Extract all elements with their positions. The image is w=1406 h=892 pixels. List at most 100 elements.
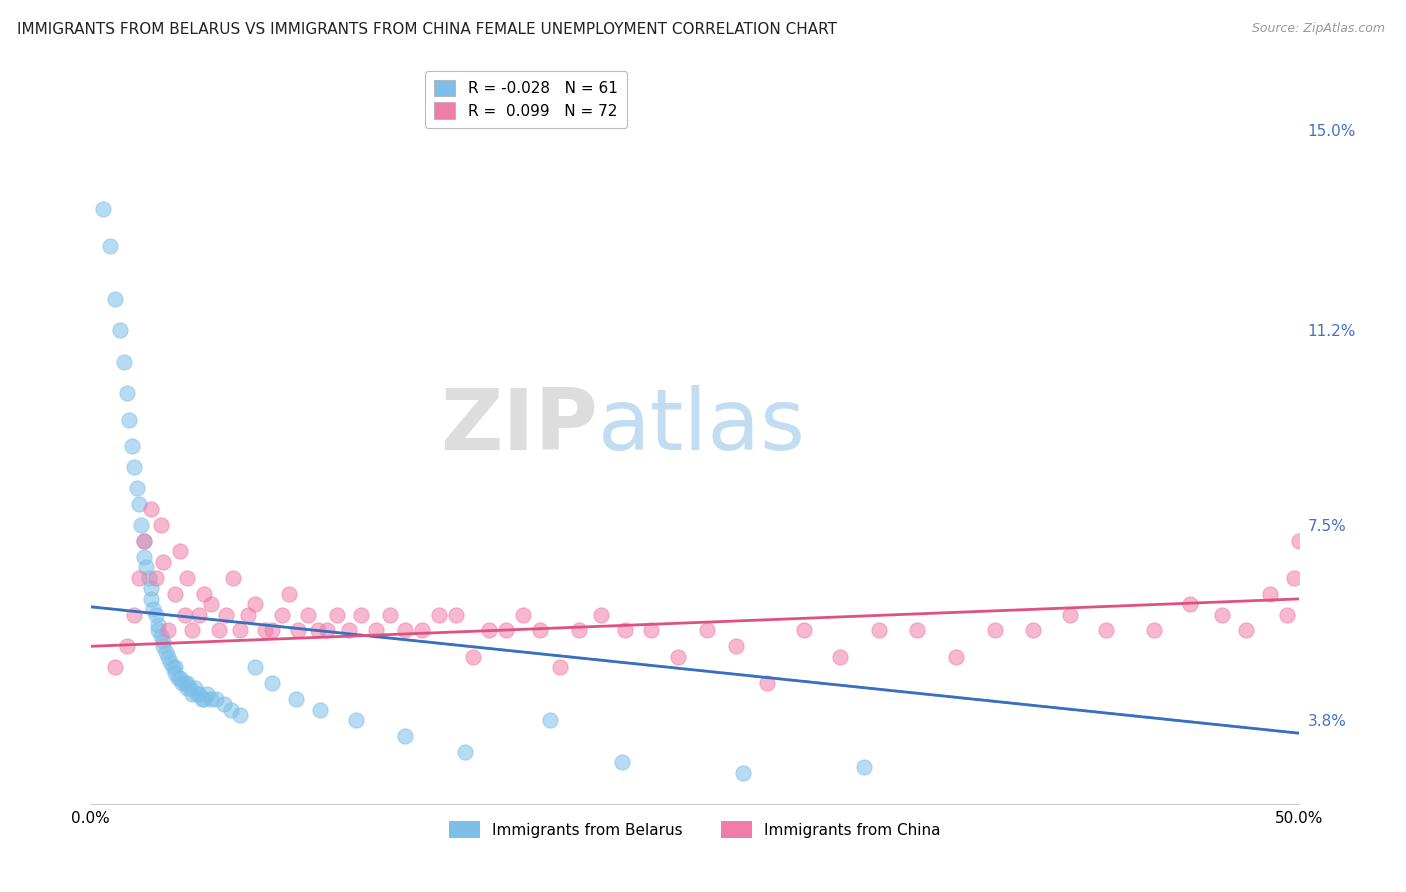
- Point: [1022, 624, 1045, 638]
- Point: [115, 386, 138, 401]
- Point: [905, 624, 928, 638]
- Point: [195, 687, 218, 701]
- Point: [145, 607, 167, 622]
- Point: [222, 571, 245, 585]
- Point: [139, 502, 162, 516]
- Point: [131, 518, 153, 533]
- Point: [260, 676, 283, 690]
- Point: [122, 460, 145, 475]
- Point: [152, 640, 174, 654]
- Point: [756, 676, 779, 690]
- Point: [287, 624, 309, 638]
- Point: [128, 571, 150, 585]
- Point: [104, 660, 127, 674]
- Point: [179, 681, 201, 696]
- Point: [138, 571, 160, 585]
- Point: [125, 481, 148, 495]
- Text: atlas: atlas: [598, 384, 806, 467]
- Point: [394, 729, 416, 743]
- Point: [1288, 533, 1310, 548]
- Point: [200, 692, 222, 706]
- Point: [444, 607, 467, 622]
- Point: [260, 624, 283, 638]
- Point: [411, 624, 433, 638]
- Point: [212, 698, 235, 712]
- Point: [568, 624, 591, 638]
- Point: [316, 624, 339, 638]
- Point: [696, 624, 718, 638]
- Point: [733, 765, 755, 780]
- Point: [139, 591, 162, 606]
- Point: [326, 607, 349, 622]
- Point: [115, 640, 138, 654]
- Point: [236, 607, 259, 622]
- Point: [156, 649, 179, 664]
- Point: [148, 624, 170, 638]
- Point: [1180, 597, 1202, 611]
- Point: [277, 587, 299, 601]
- Point: [193, 587, 215, 601]
- Point: [186, 687, 208, 701]
- Point: [181, 624, 204, 638]
- Point: [149, 518, 172, 533]
- Point: [243, 597, 266, 611]
- Point: [193, 692, 215, 706]
- Point: [1094, 624, 1116, 638]
- Point: [229, 624, 252, 638]
- Point: [853, 760, 876, 774]
- Point: [169, 671, 191, 685]
- Point: [191, 692, 214, 706]
- Point: [868, 624, 890, 638]
- Point: [828, 649, 851, 664]
- Point: [149, 629, 172, 643]
- Point: [512, 607, 534, 622]
- Text: ZIP: ZIP: [440, 384, 598, 467]
- Point: [173, 607, 195, 622]
- Point: [945, 649, 967, 664]
- Point: [612, 755, 634, 769]
- Point: [215, 607, 238, 622]
- Point: [1211, 607, 1233, 622]
- Point: [152, 555, 174, 569]
- Point: [253, 624, 276, 638]
- Point: [229, 707, 252, 722]
- Point: [350, 607, 373, 622]
- Point: [1059, 607, 1081, 622]
- Point: [173, 676, 195, 690]
- Point: [1258, 587, 1281, 601]
- Point: [640, 624, 662, 638]
- Point: [478, 624, 501, 638]
- Point: [183, 681, 205, 696]
- Point: [118, 413, 141, 427]
- Point: [1143, 624, 1166, 638]
- Point: [461, 649, 484, 664]
- Point: [159, 655, 181, 669]
- Point: [121, 439, 143, 453]
- Point: [983, 624, 1005, 638]
- Point: [309, 702, 332, 716]
- Point: [181, 687, 204, 701]
- Point: [135, 560, 157, 574]
- Point: [307, 624, 329, 638]
- Point: [176, 571, 198, 585]
- Point: [98, 239, 121, 253]
- Point: [364, 624, 387, 638]
- Point: [285, 692, 308, 706]
- Point: [128, 497, 150, 511]
- Point: [132, 549, 155, 564]
- Point: [270, 607, 292, 622]
- Point: [394, 624, 416, 638]
- Point: [176, 681, 198, 696]
- Point: [132, 533, 155, 548]
- Point: [156, 624, 179, 638]
- Point: [380, 607, 402, 622]
- Point: [495, 624, 517, 638]
- Point: [114, 355, 136, 369]
- Point: [108, 323, 131, 337]
- Point: [172, 676, 194, 690]
- Point: [1234, 624, 1257, 638]
- Point: [169, 544, 191, 558]
- Point: [104, 292, 127, 306]
- Point: [142, 602, 165, 616]
- Point: [145, 571, 167, 585]
